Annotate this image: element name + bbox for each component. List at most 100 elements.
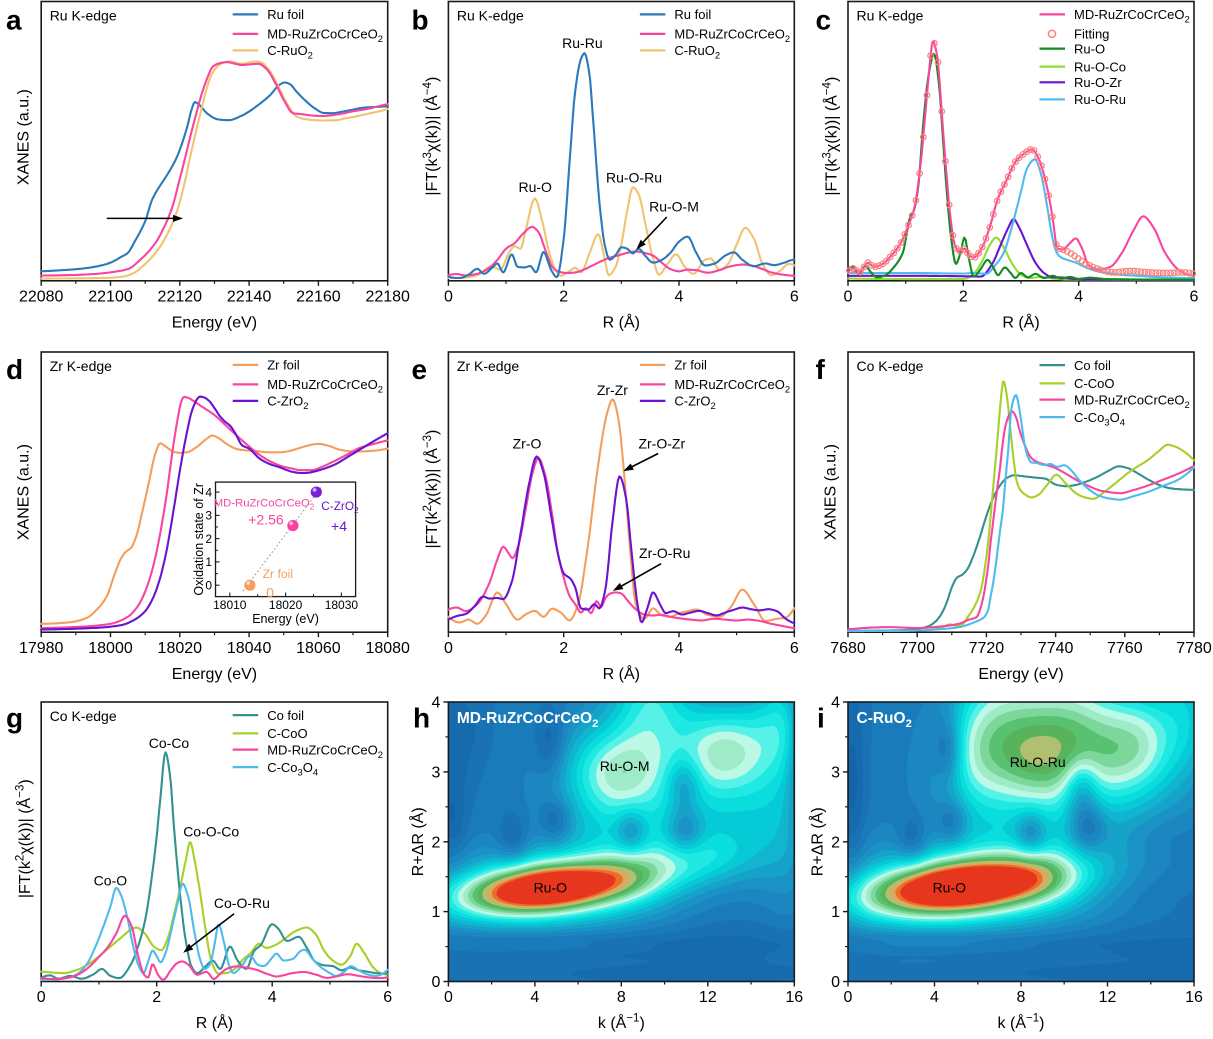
svg-text:Oxidation state of Zr: Oxidation state of Zr — [192, 483, 206, 596]
svg-text:k (Å−1​): k (Å−1​) — [598, 1013, 645, 1032]
svg-text:Zr-O-Zr: Zr-O-Zr — [638, 436, 685, 452]
svg-text:7780: 7780 — [1176, 640, 1212, 657]
svg-text:C-RuO2​: C-RuO2​ — [267, 43, 313, 61]
svg-text:e: e — [412, 354, 428, 385]
svg-text:Zr-Zr: Zr-Zr — [597, 382, 628, 398]
svg-text:6: 6 — [1190, 289, 1199, 306]
svg-text:Ru-Ru: Ru-Ru — [562, 35, 602, 51]
svg-text:Zr foil: Zr foil — [674, 358, 707, 373]
svg-text:Co-Co: Co-Co — [149, 735, 190, 751]
svg-text:C-CoO: C-CoO — [1074, 376, 1114, 391]
svg-text:Ru-O: Ru-O — [518, 179, 552, 195]
svg-text:Co K-edge: Co K-edge — [50, 708, 117, 724]
svg-text:18030: 18030 — [325, 598, 359, 612]
svg-text:8: 8 — [1017, 989, 1026, 1006]
svg-text:R+ΔR (Å): R+ΔR (Å) — [408, 807, 427, 876]
svg-text:1: 1 — [831, 904, 840, 921]
svg-text:XANES (a.u.): XANES (a.u.) — [822, 444, 839, 540]
svg-text:7720: 7720 — [969, 640, 1005, 657]
svg-text:i: i — [817, 703, 825, 734]
svg-text:Co-O-Co: Co-O-Co — [183, 824, 239, 840]
svg-text:Zr foil: Zr foil — [267, 358, 300, 373]
svg-text:XANES (a.u.): XANES (a.u.) — [16, 89, 33, 185]
svg-text:b: b — [412, 5, 429, 36]
svg-text:Ru-O: Ru-O — [534, 880, 568, 896]
svg-text:0: 0 — [444, 989, 453, 1006]
svg-text:MD-RuZrCoCrCeO2​: MD-RuZrCoCrCeO2​ — [674, 377, 790, 395]
svg-text:g: g — [6, 703, 23, 734]
svg-text:R+ΔR (Å): R+ΔR (Å) — [808, 807, 827, 876]
svg-text:16: 16 — [785, 989, 803, 1006]
svg-text:Ru-O-M: Ru-O-M — [600, 758, 650, 774]
svg-text:|FT(k3​χ(k))| (Å−4​): |FT(k3​χ(k))| (Å−4​) — [422, 77, 441, 196]
svg-text:0: 0 — [431, 974, 440, 991]
svg-text:4: 4 — [530, 989, 539, 1006]
svg-text:Ru K-edge: Ru K-edge — [457, 8, 524, 24]
svg-text:R (Å): R (Å) — [603, 313, 640, 332]
svg-text:22140: 22140 — [227, 289, 272, 306]
svg-text:C-ZrO2​: C-ZrO2​ — [674, 394, 715, 412]
svg-text:Ru-O-Co: Ru-O-Co — [1074, 59, 1126, 74]
svg-text:4: 4 — [831, 695, 840, 712]
svg-text:0: 0 — [37, 989, 46, 1006]
svg-text:Ru-O: Ru-O — [1074, 41, 1105, 56]
svg-text:Energy (eV): Energy (eV) — [172, 666, 257, 683]
svg-text:7760: 7760 — [1107, 640, 1143, 657]
svg-text:C-Co3​O4​: C-Co3​O4​ — [267, 760, 318, 778]
svg-text:R (Å): R (Å) — [196, 1013, 233, 1032]
svg-text:R (Å): R (Å) — [603, 664, 640, 683]
svg-text:0: 0 — [844, 289, 853, 306]
svg-text:|FT(k2​χ(k))| (Å−3​): |FT(k2​χ(k))| (Å−3​) — [422, 430, 441, 549]
svg-text:Energy (eV): Energy (eV) — [252, 612, 319, 626]
svg-text:18080: 18080 — [365, 640, 410, 657]
svg-text:22080: 22080 — [19, 289, 64, 306]
svg-text:6: 6 — [790, 640, 799, 657]
svg-text:6: 6 — [383, 989, 392, 1006]
svg-text:18060: 18060 — [296, 640, 341, 657]
svg-text:Ru K-edge: Ru K-edge — [857, 8, 924, 24]
svg-text:22180: 22180 — [365, 289, 410, 306]
svg-text:17980: 17980 — [19, 640, 64, 657]
svg-text:Ru foil: Ru foil — [267, 7, 304, 22]
svg-text:+4: +4 — [331, 518, 347, 534]
svg-text:6: 6 — [790, 289, 799, 306]
svg-text:18020: 18020 — [158, 640, 203, 657]
svg-text:4: 4 — [930, 989, 939, 1006]
svg-text:MD-RuZrCoCrCeO2​: MD-RuZrCoCrCeO2​ — [1074, 392, 1190, 410]
svg-text:16: 16 — [1185, 989, 1203, 1006]
svg-text:Co foil: Co foil — [267, 708, 304, 723]
svg-text:12: 12 — [699, 989, 717, 1006]
svg-text:Zr-O: Zr-O — [513, 436, 542, 452]
svg-text:18000: 18000 — [88, 640, 133, 657]
svg-text:Fitting: Fitting — [1074, 27, 1109, 42]
svg-text:c: c — [816, 5, 832, 36]
svg-text:Ru-O-Ru: Ru-O-Ru — [1010, 754, 1066, 770]
svg-text:Energy (eV): Energy (eV) — [172, 315, 257, 332]
svg-text:3: 3 — [431, 764, 440, 781]
svg-text:Zr foil: Zr foil — [263, 567, 293, 581]
svg-text:2: 2 — [152, 989, 161, 1006]
svg-text:MD-RuZrCoCrCeO2​: MD-RuZrCoCrCeO2​ — [674, 27, 790, 45]
svg-text:3: 3 — [831, 764, 840, 781]
svg-text:4: 4 — [1074, 289, 1083, 306]
svg-text:a: a — [6, 5, 22, 36]
svg-text:d: d — [6, 354, 23, 385]
svg-text:7680: 7680 — [830, 640, 866, 657]
svg-text:C-CoO: C-CoO — [267, 726, 307, 741]
svg-text:MD-RuZrCoCrCeO2​: MD-RuZrCoCrCeO2​ — [267, 27, 383, 45]
svg-text:8: 8 — [617, 989, 626, 1006]
svg-text:Zr-O-Ru: Zr-O-Ru — [639, 545, 690, 561]
svg-text:Zr K-edge: Zr K-edge — [457, 358, 519, 374]
svg-text:Ru-O-Zr: Ru-O-Zr — [1074, 75, 1122, 90]
svg-text:0: 0 — [831, 974, 840, 991]
svg-text:Co-O: Co-O — [94, 873, 128, 889]
svg-text:2: 2 — [559, 289, 568, 306]
svg-text:12: 12 — [1099, 989, 1117, 1006]
svg-text:MD-RuZrCoCrCeO2​: MD-RuZrCoCrCeO2​ — [1074, 7, 1190, 25]
svg-text:Co foil: Co foil — [1074, 358, 1111, 373]
svg-text:Co-O-Ru: Co-O-Ru — [214, 895, 270, 911]
svg-text:Ru-O-Ru: Ru-O-Ru — [606, 170, 662, 186]
svg-text:2: 2 — [431, 834, 440, 851]
svg-text:+2.56: +2.56 — [248, 512, 284, 528]
svg-text:2: 2 — [831, 834, 840, 851]
